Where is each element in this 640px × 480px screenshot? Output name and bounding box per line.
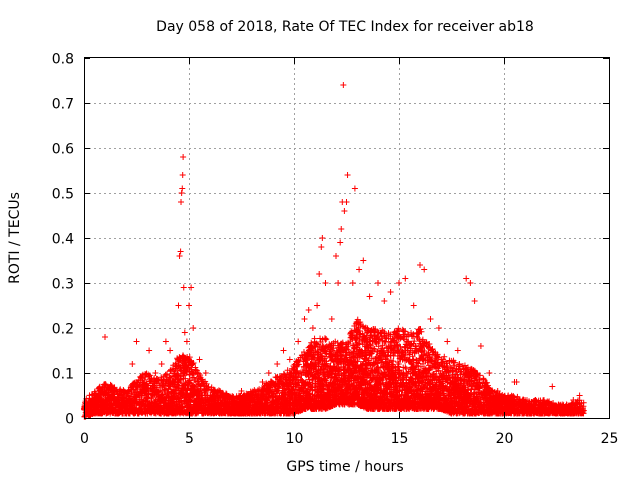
data-point — [164, 371, 171, 378]
data-point — [190, 359, 197, 366]
data-point — [88, 391, 95, 398]
data-point — [197, 372, 204, 379]
points-layer — [80, 82, 587, 420]
data-point — [182, 375, 189, 382]
chart-title: Day 058 of 2018, Rate Of TEC Index for r… — [156, 19, 534, 35]
data-point — [181, 382, 188, 389]
data-point — [180, 372, 187, 379]
data-point — [323, 336, 330, 343]
data-point — [197, 385, 204, 392]
data-point — [162, 372, 169, 379]
data-point — [204, 387, 211, 394]
data-point — [382, 338, 389, 345]
data-point — [186, 354, 193, 361]
data-point — [193, 367, 200, 374]
